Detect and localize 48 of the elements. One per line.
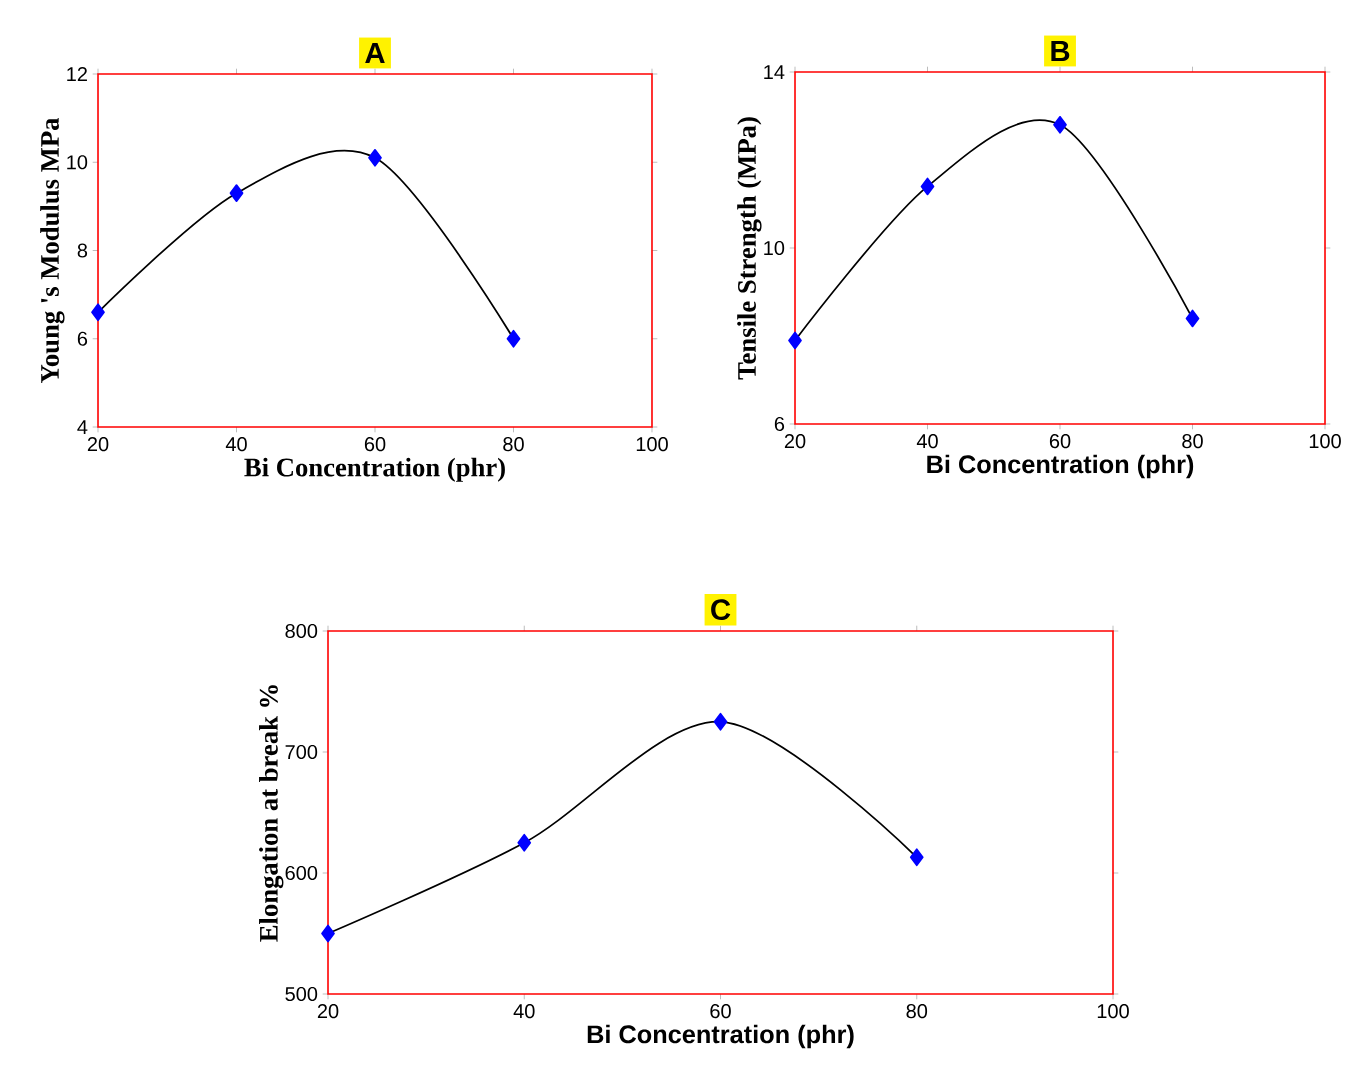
point xyxy=(909,848,924,867)
point xyxy=(506,329,521,348)
x-tick-label: 80 xyxy=(1182,434,1203,449)
x-tick-label: 100 xyxy=(1097,1004,1129,1019)
x-tick-label: 60 xyxy=(364,437,386,452)
point xyxy=(1185,309,1200,328)
point xyxy=(229,184,244,203)
x-tick-label: 20 xyxy=(784,434,806,449)
y-tick-label: 800 xyxy=(285,623,318,639)
y-tick-label: 500 xyxy=(285,986,318,1002)
x-tick-label: 40 xyxy=(225,437,247,452)
point xyxy=(713,712,728,731)
point xyxy=(788,331,802,350)
x-tick-label: 20 xyxy=(317,1004,339,1019)
point xyxy=(517,833,532,852)
chart-title: B xyxy=(1051,40,1070,62)
y-tick-label: 8 xyxy=(77,243,88,258)
point xyxy=(321,924,335,943)
x-tick-label: 60 xyxy=(710,1004,731,1019)
y-tick-label: 600 xyxy=(285,865,318,881)
x-tick-label: 100 xyxy=(636,437,668,452)
x-tick-label: 20 xyxy=(87,437,109,452)
x-tick-label: 100 xyxy=(1309,434,1341,449)
x-axis-title: Bi Concentration (phr) xyxy=(587,1024,854,1049)
x-tick-label: 40 xyxy=(513,1004,535,1019)
y-tick-label: 10 xyxy=(764,240,785,256)
x-tick-label: 60 xyxy=(1049,434,1071,449)
x-axis-title: Bi Concentration (phr) xyxy=(244,457,505,482)
point xyxy=(920,177,935,196)
x-tick-label: 80 xyxy=(503,437,524,452)
y-tick-label: 10 xyxy=(67,155,88,170)
y-tick-label: 4 xyxy=(77,420,88,434)
point xyxy=(1053,115,1067,134)
y-tick-label: 12 xyxy=(67,67,87,81)
chart-title: A xyxy=(365,42,385,64)
point xyxy=(91,303,105,322)
x-tick-label: 40 xyxy=(916,434,938,449)
y-axis-title: Elongation at break % xyxy=(259,685,284,942)
y-tick-label: 6 xyxy=(77,331,88,346)
y-tick-label: 700 xyxy=(285,744,318,760)
point xyxy=(368,148,382,167)
y-tick-label: 6 xyxy=(774,416,785,432)
x-axis-title: Bi Concentration (phr) xyxy=(927,454,1194,479)
chart-title: C xyxy=(711,599,731,621)
y-axis-title: Young 's Modulus MPa xyxy=(40,117,65,384)
x-tick-label: 80 xyxy=(906,1004,928,1019)
y-axis-title: Tensile Strength (MPa) xyxy=(737,117,762,380)
y-tick-label: 14 xyxy=(764,65,785,79)
